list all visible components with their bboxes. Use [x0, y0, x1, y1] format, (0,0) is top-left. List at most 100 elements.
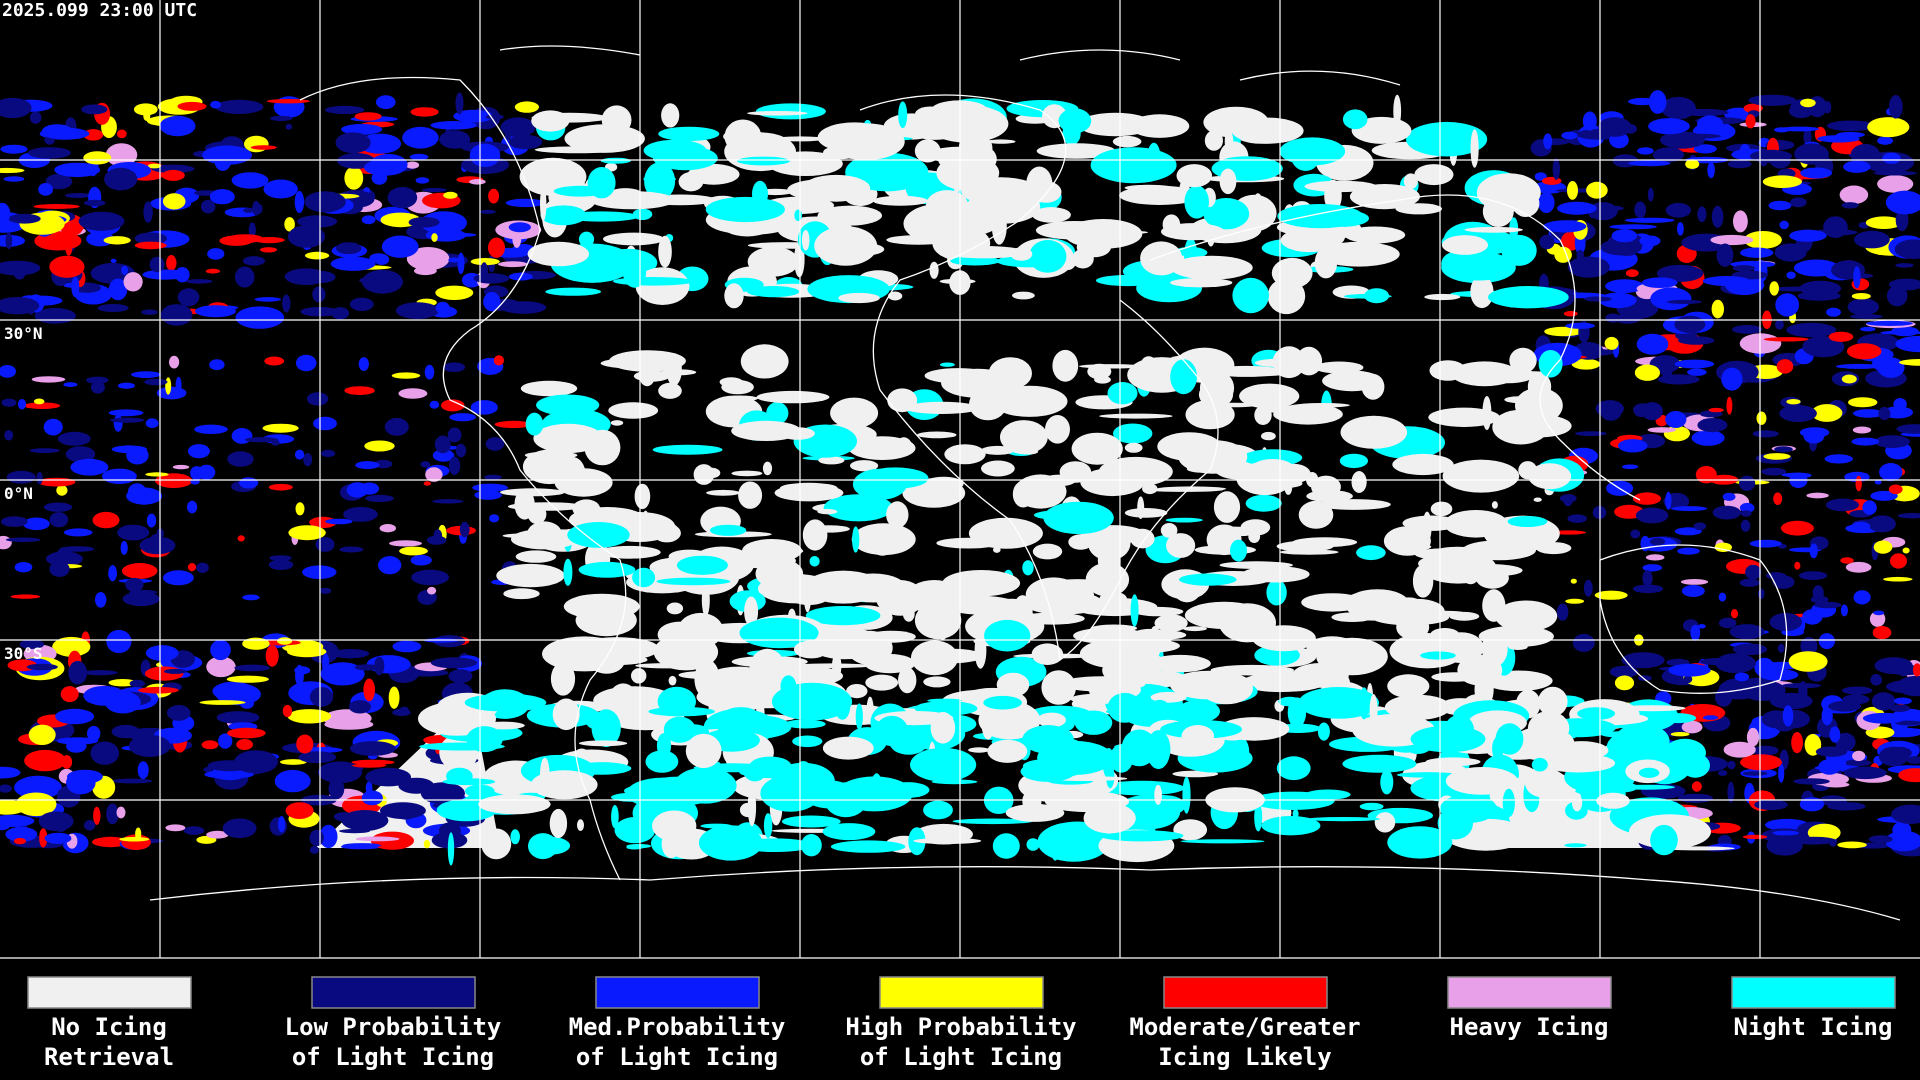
cloud-patch: [1889, 95, 1903, 119]
cloud-patch: [1778, 763, 1785, 783]
cloud-patch: [1149, 654, 1211, 673]
cloud-patch: [1782, 705, 1794, 727]
cloud-patch: [1708, 407, 1724, 413]
cloud-patch: [147, 163, 162, 169]
cloud-patch: [322, 653, 330, 676]
cloud-patch: [195, 305, 236, 318]
cloud-patch: [658, 235, 672, 268]
cloud-patch: [418, 701, 496, 736]
cloud-patch: [834, 692, 851, 720]
cloud-patch: [1780, 520, 1814, 536]
cloud-patch: [447, 427, 462, 443]
cloud-patch: [145, 472, 169, 477]
cloud-patch: [1763, 453, 1791, 460]
cloud-patch: [1823, 216, 1848, 239]
cloud-patch: [1878, 746, 1909, 767]
cloud-patch: [1648, 90, 1667, 114]
cloud-patch: [930, 712, 956, 744]
map-layer: [0, 90, 1920, 866]
cloud-patch: [1584, 296, 1612, 302]
cloud-patch: [726, 707, 756, 718]
cloud-patch: [123, 272, 143, 292]
cloud-patch: [950, 256, 1000, 266]
cloud-patch: [78, 211, 125, 231]
cloud-patch: [1314, 247, 1338, 279]
cloud-patch: [1762, 175, 1802, 188]
cloud-patch: [205, 268, 220, 274]
cloud-patch: [1552, 791, 1581, 801]
cloud-patch: [1818, 759, 1841, 775]
cloud-patch: [1254, 803, 1263, 832]
cloud-patch: [1882, 406, 1914, 419]
cloud-patch: [1809, 543, 1818, 559]
cloud-patch: [1826, 307, 1841, 317]
cloud-patch: [1036, 143, 1116, 159]
cloud-patch: [1687, 368, 1707, 376]
cloud-patch: [1239, 383, 1300, 409]
cloud-patch: [1634, 364, 1660, 381]
cloud-patch: [1879, 463, 1903, 482]
cloud-patch: [143, 201, 153, 223]
cloud-patch: [242, 256, 266, 266]
cloud-patch: [1567, 181, 1578, 200]
cloud-patch: [923, 800, 953, 820]
cloud-patch: [945, 166, 986, 176]
cloud-patch: [1718, 770, 1728, 776]
cloud-patch: [1044, 790, 1130, 813]
cloud-patch: [19, 639, 45, 649]
cloud-patch: [913, 837, 982, 845]
cloud-patch: [1403, 173, 1418, 189]
cloud-patch: [268, 559, 294, 570]
cloud-patch: [1097, 547, 1121, 574]
cloud-patch: [1650, 824, 1678, 856]
cloud-patch: [218, 733, 233, 749]
cloud-patch: [624, 784, 684, 798]
cloud-patch: [1874, 435, 1910, 448]
cloud-patch: [1677, 547, 1700, 555]
cloud-patch: [1340, 415, 1408, 449]
cloud-patch: [1727, 159, 1752, 169]
cloud-patch: [1873, 170, 1918, 176]
cloud-patch: [1878, 406, 1891, 421]
legend-label: High Probability: [845, 1013, 1076, 1041]
cloud-patch: [703, 467, 721, 479]
cloud-patch: [1217, 732, 1250, 771]
cloud-patch: [1583, 579, 1593, 597]
cloud-patch: [82, 670, 118, 676]
cloud-patch: [1794, 561, 1801, 570]
cloud-patch: [1642, 564, 1663, 572]
cloud-patch: [1895, 720, 1920, 726]
labels: 2025.099 23:00 UTC 30°N 0°N 30°S: [2, 0, 197, 663]
cloud-patch: [479, 209, 496, 214]
cloud-patch: [1837, 841, 1867, 849]
cloud-patch: [1179, 573, 1237, 586]
cloud-patch: [1160, 523, 1178, 538]
cloud-patch: [1718, 592, 1727, 602]
cloud-patch: [1442, 459, 1520, 493]
legend-label: Low Probability: [285, 1013, 502, 1041]
cloud-patch: [1140, 356, 1157, 372]
cloud-patch: [1665, 491, 1672, 510]
cloud-patch: [563, 593, 640, 620]
cloud-patch: [614, 817, 656, 844]
cloud-patch: [155, 473, 193, 489]
cloud-patch: [125, 577, 144, 592]
cloud-patch: [226, 675, 269, 683]
cloud-patch: [43, 418, 63, 436]
cloud-patch: [56, 737, 99, 745]
cloud-patch: [56, 485, 68, 496]
cloud-patch: [478, 794, 551, 815]
cloud-patch: [577, 819, 584, 831]
cloud-patch: [1637, 147, 1654, 155]
cloud-patch: [234, 266, 255, 288]
cloud-patch: [1219, 168, 1237, 195]
cloud-patch: [1899, 359, 1920, 366]
cloud-patch: [635, 267, 690, 305]
cloud-patch: [116, 806, 126, 819]
cloud-patch: [563, 558, 573, 586]
cloud-patch: [643, 175, 676, 183]
cloud-patch: [626, 845, 643, 850]
cloud-patch: [201, 199, 216, 214]
cloud-patch: [1181, 725, 1215, 748]
